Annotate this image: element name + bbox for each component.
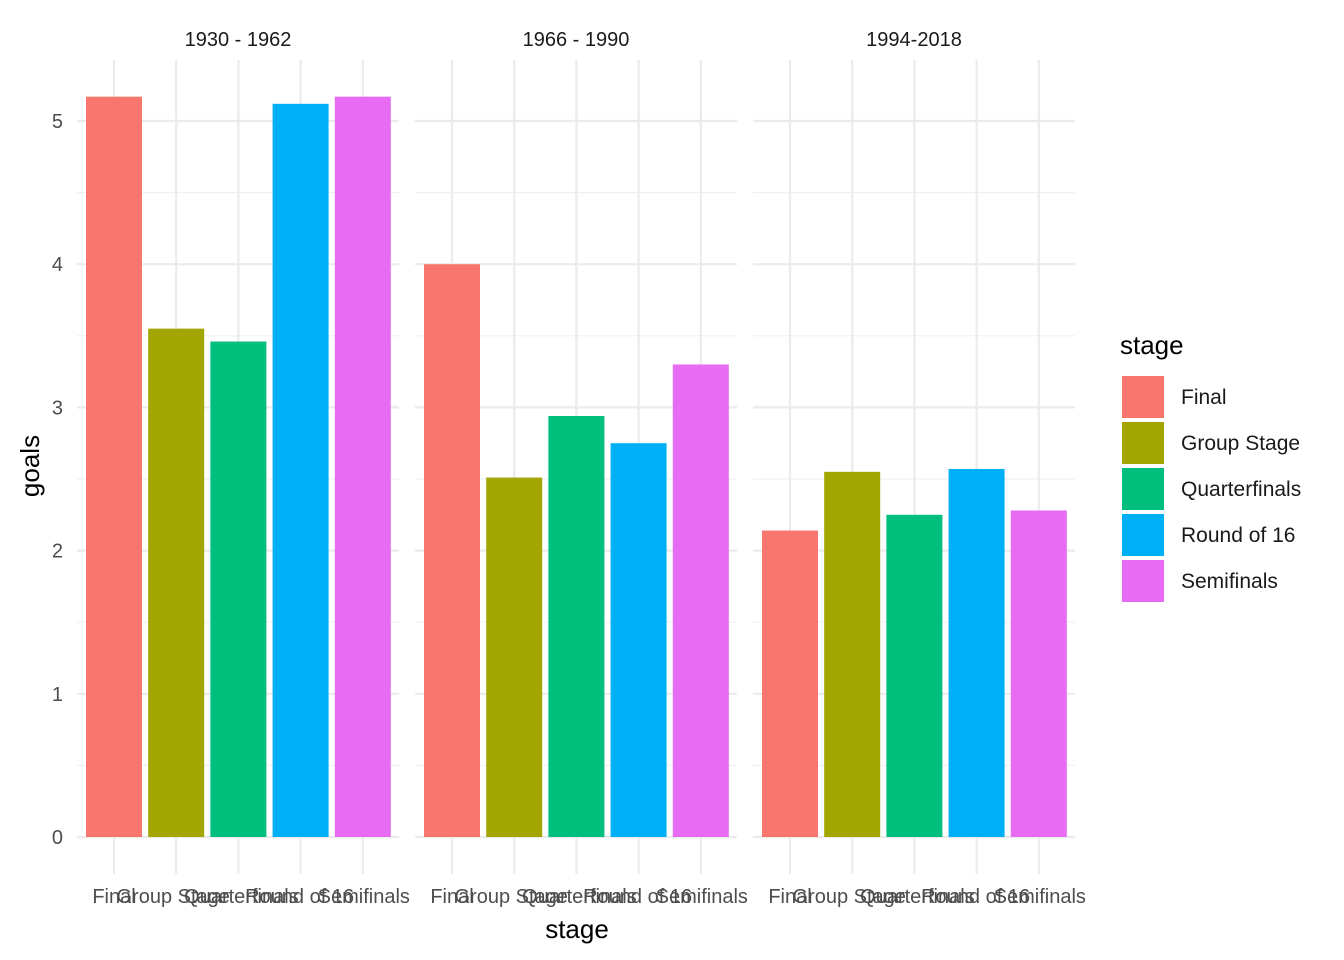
x-tick-label: Final bbox=[768, 886, 811, 908]
bar bbox=[210, 341, 267, 837]
x-tick-label: Final bbox=[430, 886, 473, 908]
y-tick-label: 5 bbox=[52, 111, 63, 133]
bar bbox=[548, 415, 605, 837]
bar bbox=[334, 96, 391, 837]
legend: stage Final Group Stage Quarterfinals Round… bbox=[1120, 330, 1301, 602]
legend-label: Final bbox=[1181, 386, 1227, 409]
y-tick-label: 2 bbox=[52, 541, 63, 563]
legend-label: Semifinals bbox=[1181, 570, 1278, 593]
x-tick-label: Semifinals bbox=[318, 886, 410, 908]
x-tick-label: Group Stage bbox=[116, 886, 229, 908]
y-tick-label: 1 bbox=[52, 684, 63, 706]
x-tick-label: Quarterfinals bbox=[184, 886, 299, 908]
x-tick-label: Round of 16 bbox=[245, 886, 354, 908]
legend-item: Group Stage bbox=[1122, 422, 1300, 464]
facet-label: 1930 - 1962 bbox=[185, 29, 292, 51]
bar bbox=[672, 364, 729, 837]
x-axis-title: stage bbox=[545, 914, 609, 944]
x-tick-label: Round of 16 bbox=[921, 886, 1030, 908]
y-tick-label: 4 bbox=[52, 254, 63, 276]
facet-label: 1994-2018 bbox=[866, 29, 962, 51]
legend-key bbox=[1122, 514, 1164, 556]
bar bbox=[610, 443, 667, 837]
bar bbox=[86, 96, 142, 837]
bar bbox=[272, 103, 329, 838]
bar bbox=[1010, 510, 1067, 837]
legend-item: Quarterfinals bbox=[1122, 468, 1301, 510]
y-tick-label: 3 bbox=[52, 397, 63, 419]
x-tick-label: Group Stage bbox=[454, 886, 567, 908]
x-tick-label: Semifinals bbox=[994, 886, 1086, 908]
bar bbox=[486, 477, 543, 837]
bar bbox=[824, 471, 881, 837]
legend-label: Round of 16 bbox=[1181, 524, 1295, 547]
bar bbox=[148, 328, 205, 837]
legend-key bbox=[1122, 422, 1164, 464]
bar bbox=[424, 264, 480, 837]
x-tick-label: Group Stage bbox=[792, 886, 905, 908]
bar bbox=[762, 530, 818, 837]
bar bbox=[886, 514, 943, 837]
x-tick-label: Final bbox=[92, 886, 135, 908]
legend-item: Semifinals bbox=[1122, 560, 1278, 602]
legend-key bbox=[1122, 468, 1164, 510]
x-tick-label: Quarterfinals bbox=[860, 886, 975, 908]
x-tick-label: Round of 16 bbox=[583, 886, 692, 908]
facet-label: 1966 - 1990 bbox=[523, 29, 630, 51]
bar bbox=[948, 468, 1005, 837]
legend-title: stage bbox=[1120, 330, 1184, 360]
legend-label: Group Stage bbox=[1181, 432, 1300, 455]
legend-key bbox=[1122, 560, 1164, 602]
y-axis: 0 1 2 3 4 5 bbox=[52, 111, 63, 849]
legend-label: Quarterfinals bbox=[1181, 478, 1301, 501]
legend-item: Round of 16 bbox=[1122, 514, 1295, 556]
y-axis-title: goals bbox=[15, 435, 45, 497]
legend-item: Final bbox=[1122, 376, 1227, 418]
x-tick-label: Quarterfinals bbox=[522, 886, 637, 908]
legend-key bbox=[1122, 376, 1164, 418]
y-tick-label: 0 bbox=[52, 827, 63, 849]
x-tick-label: Semifinals bbox=[656, 886, 748, 908]
